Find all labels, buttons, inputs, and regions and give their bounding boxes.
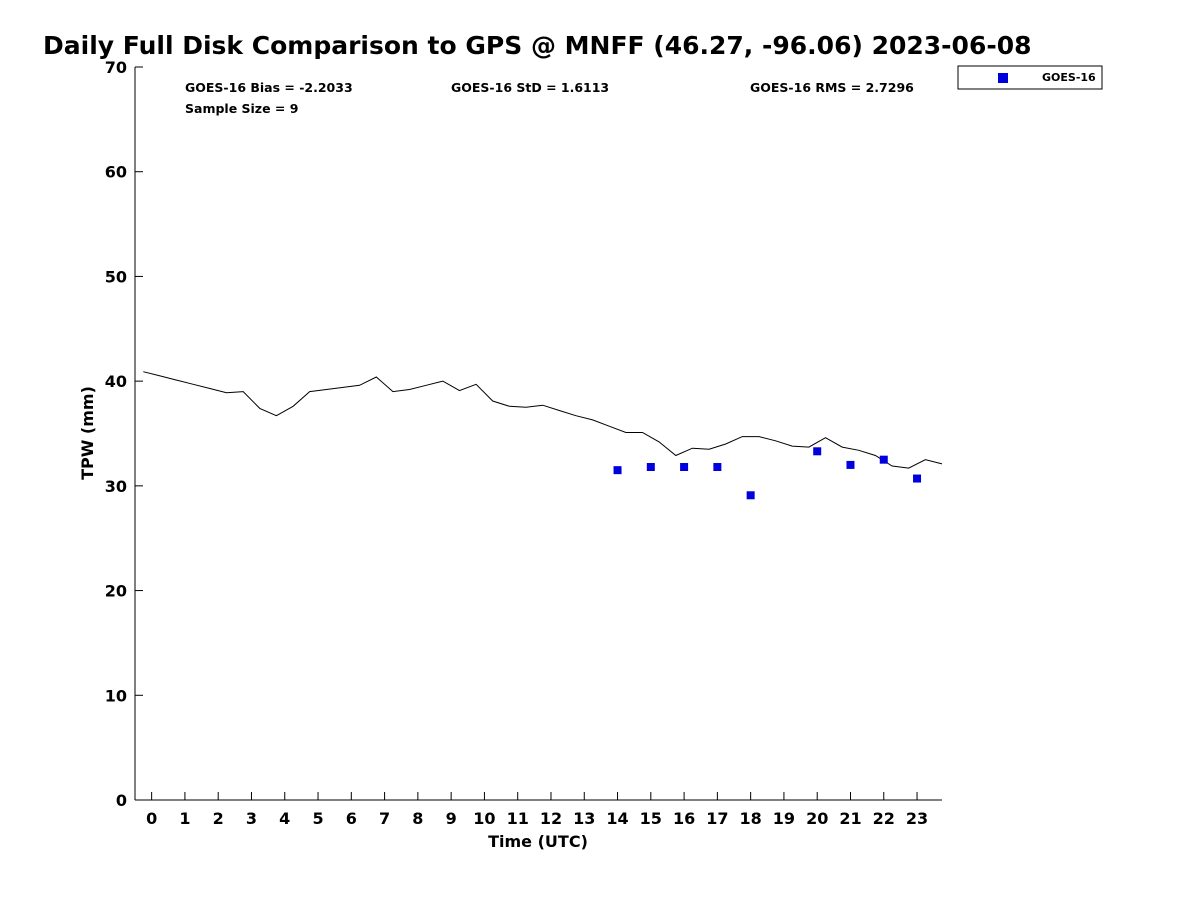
bias-stat: GOES-16 Bias = -2.2033 <box>185 80 353 95</box>
legend-marker-goes16 <box>998 73 1008 83</box>
x-tick-label: 10 <box>473 809 495 828</box>
y-tick-label: 50 <box>105 267 127 286</box>
goes16-point <box>613 466 622 475</box>
x-tick-label: 7 <box>379 809 390 828</box>
x-tick-label: 6 <box>346 809 357 828</box>
x-tick-label: 18 <box>740 809 762 828</box>
x-tick-label: 5 <box>312 809 323 828</box>
goes16-point <box>680 463 689 472</box>
stats-annotations: GOES-16 Bias = -2.2033 GOES-16 StD = 1.6… <box>185 80 914 116</box>
x-tick-label: 11 <box>507 809 529 828</box>
x-tick-label: 19 <box>773 809 795 828</box>
legend: GOES-16 <box>957 65 1103 90</box>
x-tick-label: 4 <box>279 809 290 828</box>
legend-label-goes16: GOES-16 <box>1042 71 1096 84</box>
gps-tpw-line <box>143 371 943 469</box>
x-tick-label: 15 <box>640 809 662 828</box>
goes16-point <box>879 455 888 464</box>
x-tick-label: 22 <box>873 809 895 828</box>
x-tick-label: 17 <box>706 809 728 828</box>
goes16-points <box>613 447 922 500</box>
std-stat: GOES-16 StD = 1.6113 <box>451 80 609 95</box>
goes16-point <box>913 474 922 483</box>
x-tick-label: 9 <box>446 809 457 828</box>
chart-title: Daily Full Disk Comparison to GPS @ MNFF… <box>43 31 1032 60</box>
y-tick-label: 70 <box>105 58 127 77</box>
y-tick-label: 40 <box>105 372 127 391</box>
goes16-point <box>646 463 655 472</box>
goes16-point <box>813 447 822 456</box>
x-tick-label: 13 <box>573 809 595 828</box>
goes16-point <box>846 460 855 469</box>
x-tick-label: 21 <box>839 809 861 828</box>
x-tick-label: 20 <box>806 809 828 828</box>
y-axis-label: TPW (mm) <box>78 386 97 480</box>
y-tick-label: 20 <box>105 582 127 601</box>
x-tick-label: 3 <box>246 809 257 828</box>
x-tick-label: 2 <box>213 809 224 828</box>
x-tick-label: 16 <box>673 809 695 828</box>
x-tick-label: 0 <box>146 809 157 828</box>
goes16-point <box>746 491 755 500</box>
rms-stat: GOES-16 RMS = 2.7296 <box>750 80 914 95</box>
x-tick-label: 12 <box>540 809 562 828</box>
y-tick-label: 10 <box>105 686 127 705</box>
x-tick-label: 23 <box>906 809 928 828</box>
x-tick-label: 1 <box>179 809 190 828</box>
y-tick-label: 30 <box>105 477 127 496</box>
x-tick-label: 14 <box>606 809 628 828</box>
plot-area <box>134 67 942 801</box>
x-tick-label: 8 <box>412 809 423 828</box>
legend-box <box>957 65 1103 90</box>
y-axis-ticks: 0 10 20 30 40 50 60 70 <box>105 58 143 810</box>
goes16-point <box>713 463 722 472</box>
x-axis-ticks: 0 1 2 3 4 5 6 7 8 9 10 11 12 13 14 15 16 17 18 19 20 21 22 23 <box>146 792 928 828</box>
y-tick-label: 60 <box>105 163 127 182</box>
y-tick-label: 0 <box>116 791 127 810</box>
sample-size-stat: Sample Size = 9 <box>185 101 298 116</box>
x-axis-label: Time (UTC) <box>488 832 588 851</box>
